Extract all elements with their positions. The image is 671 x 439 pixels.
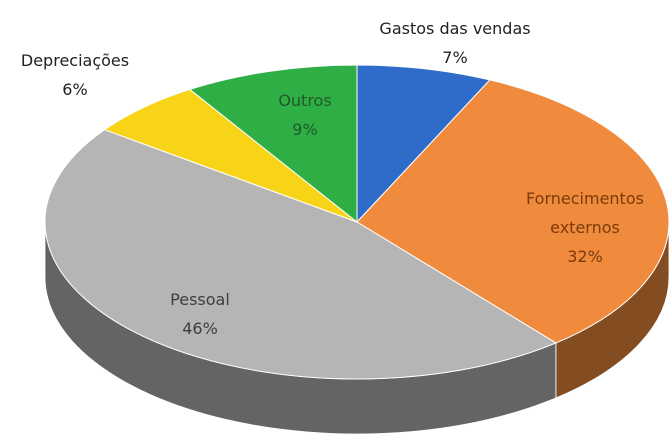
pie-slice <box>188 64 358 224</box>
slice-label: Depreciações 6% <box>0 46 155 104</box>
slice-label: Outros 9% <box>245 86 365 144</box>
category-label: Fornecimentos externos <box>526 189 644 237</box>
slice-label: Pessoal 46% <box>125 285 275 343</box>
category-label: Outros <box>278 91 332 110</box>
value-label: 7% <box>442 48 468 67</box>
value-label: 9% <box>292 120 318 139</box>
pie-slice <box>356 64 491 224</box>
value-label: 46% <box>182 319 218 338</box>
slice-label: Fornecimentos externos 32% <box>500 184 670 271</box>
pie-top <box>44 64 670 380</box>
category-label: Pessoal <box>170 290 230 309</box>
category-label: Depreciações <box>20 51 130 70</box>
value-label: 32% <box>567 247 603 266</box>
value-label: 6% <box>62 80 88 99</box>
pie-slice <box>44 129 557 380</box>
category-label: Gastos das vendas <box>379 19 531 38</box>
slice-label: Gastos das vendas 7% <box>355 14 555 72</box>
pie-slice <box>356 79 670 344</box>
